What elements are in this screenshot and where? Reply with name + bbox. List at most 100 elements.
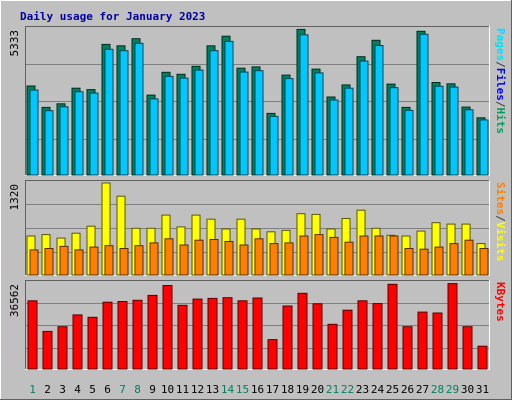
bar-files-day-30 [464,109,474,176]
bar-kbytes-day-2 [42,330,53,370]
bar-files-day-23 [359,60,369,176]
x-tick-label: 15 [236,383,249,396]
x-axis-day-labels: 1 2 3 4 5 6 7 8 9 10 11 12 13 14 15 16 17 18 19 20 21 22 23 24 2… [29,383,489,396]
bar-sites-day-12 [194,239,204,276]
bar-sites-day-13 [209,239,219,276]
x-tick-label: 28 [431,383,444,396]
bar-files-day-31 [479,119,489,176]
panel-legend: Pages/Files/Hits [494,28,507,134]
bar-kbytes-day-8 [132,299,143,370]
x-tick-label: 3 [59,383,66,396]
bar-kbytes-day-20 [312,303,323,370]
bar-sites-day-18 [284,242,294,276]
bar-files-day-20 [314,72,324,176]
x-tick-label: 18 [281,383,294,396]
bar-kbytes-day-14 [222,297,233,370]
bar-files-day-6 [104,48,114,176]
x-tick-label: 27 [416,383,429,396]
bar-sites-day-11 [179,244,189,276]
bar-files-day-17 [269,115,279,176]
bar-sites-day-17 [269,243,279,276]
legend-entry: Sites [494,182,507,215]
bar-kbytes-day-13 [207,297,218,370]
bar-kbytes-day-3 [57,326,68,370]
bar-sites-day-19 [299,235,309,276]
bar-sites-day-8 [134,245,144,276]
bar-sites-day-30 [464,239,474,276]
bar-files-day-28 [434,85,444,176]
bar-kbytes-day-6 [102,301,113,370]
bars [27,283,488,370]
legend-entry: Files [494,68,507,101]
bars [26,28,489,176]
bar-kbytes-day-19 [297,292,308,370]
bar-files-day-5 [89,92,99,176]
bar-sites-day-22 [344,241,354,276]
bar-files-day-25 [389,87,399,176]
bar-sites-day-29 [449,243,459,276]
bar-files-day-16 [254,70,264,176]
x-tick-label: 29 [446,383,459,396]
bar-sites-day-25 [389,235,399,276]
bar-kbytes-day-30 [462,326,473,370]
x-tick-label: 7 [119,383,126,396]
x-tick-label: 9 [149,383,156,396]
bar-kbytes-day-21 [327,323,338,370]
bar-sites-day-5 [89,246,99,276]
bar-kbytes-day-23 [357,300,368,370]
bar-kbytes-day-29 [447,283,458,370]
bar-files-day-10 [164,75,174,176]
panel-pages-files-hits: 5333 Pages/Files/Hits [8,26,507,176]
x-tick-label: 11 [176,383,189,396]
x-tick-label: 12 [191,383,204,396]
bar-kbytes-day-1 [27,300,38,370]
legend-entry: / [494,215,507,222]
bar-files-day-9 [149,98,159,176]
bar-sites-day-9 [149,242,159,276]
x-tick-label: 24 [371,383,385,396]
x-tick-label: 21 [326,383,339,396]
bar-sites-day-27 [419,248,429,276]
bar-files-day-18 [284,78,294,176]
bar-files-day-15 [239,71,249,176]
bar-sites-day-1 [29,249,39,276]
legend-entry: Visits [494,222,507,262]
bar-kbytes-day-5 [87,316,98,370]
bar-kbytes-day-31 [477,345,488,370]
y-axis-max-label: 36562 [8,284,21,317]
x-tick-label: 1 [29,383,36,396]
x-tick-label: 19 [296,383,309,396]
panel-kbytes: 36562 KBytes [8,280,507,370]
x-tick-label: 25 [386,383,399,396]
x-tick-label: 13 [206,383,219,396]
bar-kbytes-day-10 [162,285,173,370]
bar-kbytes-day-28 [432,312,443,370]
x-tick-label: 20 [311,383,324,396]
bar-files-day-19 [299,34,309,176]
bar-files-day-3 [59,106,69,176]
bar-files-day-26 [404,109,414,176]
x-tick-label: 4 [74,383,81,396]
bar-kbytes-day-25 [387,283,398,370]
bar-sites-day-24 [374,235,384,276]
y-axis-max-label: 1320 [8,184,21,211]
bar-files-day-22 [344,87,354,176]
x-tick-label: 30 [461,383,474,396]
bar-kbytes-day-27 [417,311,428,370]
legend-entry: KBytes [494,282,507,322]
x-tick-label: 17 [266,383,279,396]
chart-title: Daily usage for January 2023 [20,10,205,23]
bar-kbytes-day-24 [372,303,383,370]
bar-files-day-13 [209,50,219,176]
legend-entry: / [494,101,507,108]
panel-visits-sites: 1320 Sites/Visits [8,180,507,276]
x-tick-label: 10 [161,383,174,396]
bar-kbytes-day-26 [402,326,413,370]
bar-kbytes-day-18 [282,305,293,370]
bar-sites-day-6 [104,245,114,276]
bar-files-day-8 [134,42,144,176]
bar-kbytes-day-9 [147,294,158,370]
bar-kbytes-day-7 [117,301,128,370]
panel-legend: Sites/Visits [494,182,507,262]
